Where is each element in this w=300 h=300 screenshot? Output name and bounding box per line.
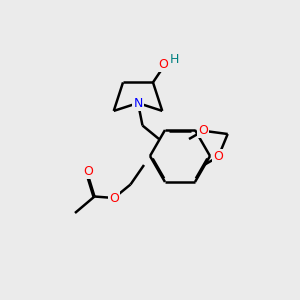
Text: O: O	[109, 191, 119, 205]
Text: N: N	[133, 97, 143, 110]
Text: O: O	[198, 124, 208, 137]
Text: O: O	[83, 165, 93, 178]
Text: O: O	[213, 150, 223, 163]
Text: O: O	[159, 58, 168, 71]
Text: H: H	[170, 53, 180, 66]
